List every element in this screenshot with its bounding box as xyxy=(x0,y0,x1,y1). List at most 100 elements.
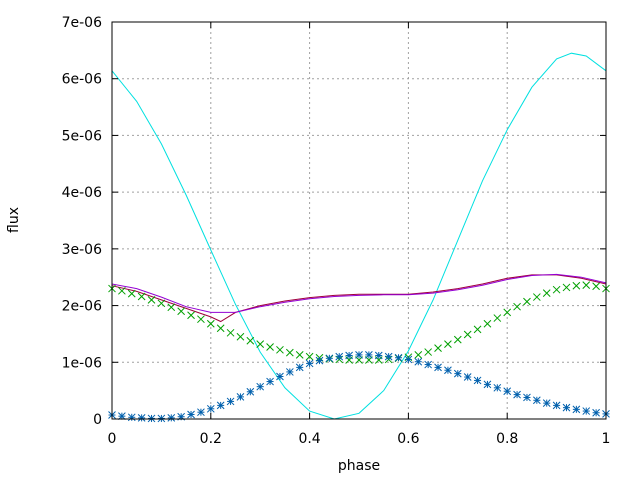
data-point xyxy=(206,319,215,328)
data-point xyxy=(127,289,136,298)
data-point xyxy=(246,387,255,396)
data-point xyxy=(276,372,284,381)
data-point xyxy=(236,332,245,341)
data-point xyxy=(226,328,235,337)
y-tick-label: 7e-06 xyxy=(62,15,102,31)
data-point xyxy=(355,351,363,359)
data-point xyxy=(147,414,156,423)
data-point xyxy=(424,360,433,369)
series-layer xyxy=(108,52,610,423)
data-point xyxy=(503,387,512,396)
data-point xyxy=(127,413,136,422)
x-tick-label: 0.4 xyxy=(298,431,320,447)
data-point xyxy=(246,336,255,345)
data-point xyxy=(157,414,166,423)
data-point xyxy=(236,393,245,401)
data-point xyxy=(414,357,423,366)
x-tick-label: 0.2 xyxy=(200,431,222,447)
data-point xyxy=(394,353,403,362)
data-point xyxy=(532,293,541,301)
x-tick-label: 1 xyxy=(602,431,611,447)
data-point xyxy=(285,368,294,376)
data-point xyxy=(493,314,502,322)
data-point xyxy=(444,366,452,375)
data-point xyxy=(572,281,581,290)
data-point xyxy=(305,359,314,368)
data-point xyxy=(582,281,591,290)
data-point xyxy=(335,352,344,361)
data-point xyxy=(285,348,294,357)
data-point xyxy=(542,289,551,297)
data-point xyxy=(582,407,591,415)
data-point xyxy=(424,348,433,356)
series-line-0 xyxy=(111,52,607,420)
data-point xyxy=(197,408,205,417)
data-point xyxy=(483,319,492,328)
y-tick-label: 1e-06 xyxy=(62,355,102,371)
data-point xyxy=(562,403,571,412)
series-line-1 xyxy=(111,274,607,323)
data-point xyxy=(157,299,166,308)
data-point xyxy=(276,345,284,354)
y-tick-label: 3e-06 xyxy=(62,242,102,258)
data-point xyxy=(463,330,472,339)
x-tick-label: 0.8 xyxy=(496,431,518,447)
data-point xyxy=(315,356,324,365)
data-point xyxy=(384,352,393,361)
data-point xyxy=(562,283,571,292)
data-point xyxy=(118,286,126,295)
y-tick-label: 2e-06 xyxy=(62,299,102,315)
x-tick-label: 0.6 xyxy=(397,431,419,447)
y-tick-label: 5e-06 xyxy=(62,128,102,144)
data-point xyxy=(187,311,195,320)
y-tick-label: 0 xyxy=(93,412,102,428)
data-point xyxy=(473,325,482,334)
y-tick-label: 4e-06 xyxy=(62,185,102,201)
series-line-2 xyxy=(111,273,607,313)
data-point xyxy=(473,376,482,385)
data-point xyxy=(552,401,561,410)
data-point xyxy=(147,296,156,304)
data-point xyxy=(295,363,304,372)
data-point xyxy=(523,297,531,306)
data-point xyxy=(345,351,353,360)
ticks: 0 0.2 0.4 0.6 0.8 1 0 1e-06 2e-06 3e-06 4e-06 5e-06… xyxy=(62,15,611,447)
data-point xyxy=(177,307,186,316)
data-point xyxy=(434,344,442,352)
data-point xyxy=(493,383,502,392)
data-point xyxy=(434,363,442,372)
data-point xyxy=(305,352,314,361)
plot-frame xyxy=(111,21,607,420)
data-point xyxy=(523,393,531,402)
data-point xyxy=(552,285,561,294)
y-tick-label: 6e-06 xyxy=(62,72,102,88)
data-point xyxy=(167,303,176,312)
data-point xyxy=(513,302,521,311)
data-point xyxy=(137,414,146,422)
data-point xyxy=(513,390,521,399)
data-point xyxy=(592,282,600,291)
x-axis-title: phase xyxy=(338,458,380,474)
data-point xyxy=(542,399,551,407)
y-axis-title: flux xyxy=(6,207,22,233)
data-point xyxy=(256,340,265,348)
data-point xyxy=(453,369,462,378)
x-tick-label: 0 xyxy=(108,431,117,447)
data-point xyxy=(463,373,472,381)
data-point xyxy=(256,382,265,391)
data-point xyxy=(216,324,225,333)
data-point xyxy=(572,405,581,414)
series-markers-3 xyxy=(108,281,610,364)
data-point xyxy=(592,408,600,417)
data-point xyxy=(503,308,512,317)
data-point xyxy=(414,351,423,359)
data-point xyxy=(167,414,176,422)
data-point xyxy=(444,340,452,348)
data-point xyxy=(404,355,413,364)
data-point xyxy=(197,315,205,324)
data-point xyxy=(532,396,541,405)
data-point xyxy=(365,351,373,359)
data-point xyxy=(453,335,462,344)
data-point xyxy=(325,354,334,363)
